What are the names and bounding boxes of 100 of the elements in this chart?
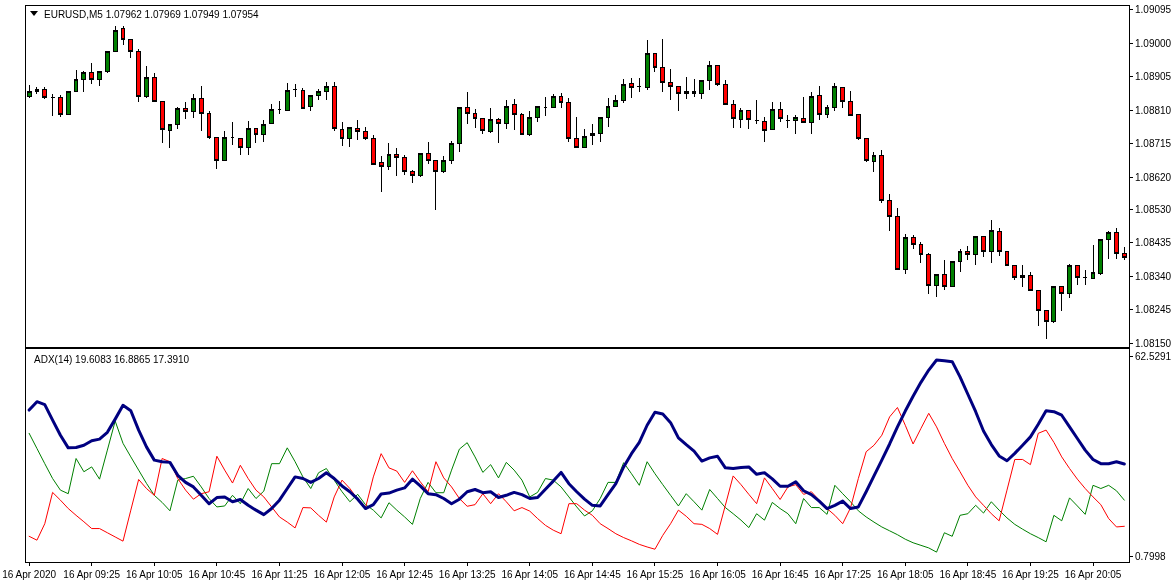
candlestick bbox=[1114, 227, 1119, 260]
candlestick bbox=[863, 137, 869, 163]
candlestick bbox=[785, 114, 791, 129]
candlestick bbox=[550, 93, 556, 109]
candlestick bbox=[97, 70, 102, 87]
candlestick bbox=[871, 151, 877, 173]
candlestick bbox=[89, 62, 95, 85]
candlestick bbox=[589, 123, 595, 146]
candlestick bbox=[629, 77, 634, 99]
x-tick-label: 16 Apr 15:25 bbox=[626, 569, 684, 580]
candlestick bbox=[151, 72, 157, 103]
candlestick bbox=[190, 93, 196, 119]
x-tick-label: 16 Apr 20:05 bbox=[1064, 569, 1122, 580]
candlestick bbox=[597, 116, 603, 143]
candlestick bbox=[1098, 238, 1104, 276]
candlestick bbox=[167, 123, 173, 149]
candlestick bbox=[519, 112, 525, 136]
candlestick bbox=[323, 81, 329, 101]
candlestick bbox=[206, 110, 212, 140]
text: ADX(14) 19.6083 16.8865 17.3910 bbox=[34, 354, 190, 365]
candlestick bbox=[277, 100, 282, 115]
candlestick bbox=[949, 260, 955, 288]
candlestick bbox=[104, 50, 110, 74]
candlestick bbox=[253, 127, 259, 144]
x-tick-label: 16 Apr 11:25 bbox=[251, 569, 308, 580]
candlestick bbox=[363, 126, 368, 141]
candlestick bbox=[81, 70, 87, 93]
candlestick bbox=[996, 227, 1002, 257]
candlestick bbox=[855, 113, 861, 141]
candlestick bbox=[957, 248, 963, 273]
candlestick bbox=[417, 152, 423, 178]
candlestick bbox=[214, 136, 220, 170]
candlestick bbox=[378, 155, 384, 193]
candlestick bbox=[1121, 246, 1127, 261]
candlestick bbox=[652, 52, 658, 73]
x-tick-label: 16 Apr 13:25 bbox=[438, 569, 496, 580]
candlestick bbox=[237, 137, 243, 156]
candlestick bbox=[730, 99, 736, 129]
candlestick bbox=[347, 126, 353, 148]
candlestick bbox=[910, 234, 916, 250]
candlestick bbox=[1106, 230, 1112, 260]
candlestick bbox=[42, 86, 48, 100]
candlestick bbox=[754, 99, 760, 125]
y-tick-label: 1.08530 bbox=[1135, 203, 1172, 215]
candlestick bbox=[425, 141, 431, 165]
x-tick-label: 16 Apr 12:05 bbox=[313, 569, 371, 580]
candlestick bbox=[331, 81, 337, 132]
x-tick-label: 16 Apr 2020 bbox=[2, 569, 57, 580]
candlestick bbox=[261, 119, 267, 143]
candlestick bbox=[926, 252, 932, 295]
candlestick bbox=[535, 105, 541, 123]
y-tick-label: 1.08245 bbox=[1135, 304, 1172, 316]
candlestick bbox=[480, 117, 486, 135]
x-tick-label: 16 Apr 16:05 bbox=[689, 569, 747, 580]
candlestick bbox=[34, 86, 40, 95]
candlestick bbox=[50, 93, 56, 117]
candlestick bbox=[777, 101, 783, 123]
x-tick-label: 16 Apr 16:45 bbox=[751, 569, 809, 580]
y-tick-label: 1.08620 bbox=[1135, 171, 1172, 183]
candlestick bbox=[198, 85, 204, 132]
y-tick-label: 1.08150 bbox=[1135, 337, 1172, 349]
y-tick-label: 1.08810 bbox=[1135, 104, 1172, 116]
candlestick bbox=[175, 106, 181, 130]
candlestick bbox=[973, 235, 979, 266]
x-tick-label: 16 Apr 18:05 bbox=[876, 569, 935, 580]
x-tick-label: 16 Apr 18:45 bbox=[939, 569, 997, 580]
candlestick bbox=[120, 25, 126, 46]
candlestick bbox=[1020, 264, 1026, 288]
candlestick bbox=[566, 97, 572, 143]
y-tick-label: 1.08905 bbox=[1135, 71, 1172, 83]
candlestick bbox=[394, 147, 400, 177]
candlestick bbox=[496, 117, 501, 144]
candlestick bbox=[1074, 264, 1080, 286]
candlestick bbox=[503, 99, 509, 130]
candlestick bbox=[574, 116, 580, 149]
candlestick bbox=[1004, 250, 1010, 267]
candlestick bbox=[793, 114, 799, 135]
candlestick bbox=[128, 39, 134, 59]
candlestick bbox=[73, 69, 79, 93]
candlestick bbox=[136, 48, 142, 103]
x-tick-label: 16 Apr 14:45 bbox=[564, 569, 622, 580]
x-tick-label: 16 Apr 19:25 bbox=[1002, 569, 1060, 580]
candlestick bbox=[308, 94, 314, 112]
candlestick bbox=[300, 87, 306, 110]
candlestick bbox=[621, 78, 627, 104]
y-tick-label: 1.09095 bbox=[1135, 4, 1172, 16]
candlestick bbox=[230, 121, 235, 146]
candlestick bbox=[1028, 271, 1033, 292]
x-tick-label: 16 Apr 10:45 bbox=[188, 569, 246, 580]
candlestick bbox=[433, 159, 439, 211]
x-tick-label: 16 Apr 12:45 bbox=[376, 569, 434, 580]
candlestick bbox=[840, 86, 846, 109]
candlestick bbox=[824, 104, 830, 119]
candlestick bbox=[1067, 263, 1072, 299]
y-tick-label: 1.08340 bbox=[1135, 270, 1172, 282]
x-tick-label: 16 Apr 14:05 bbox=[501, 569, 559, 580]
candlestick bbox=[605, 97, 611, 128]
x-tick-label: 16 Apr 10:05 bbox=[125, 569, 184, 580]
candlestick bbox=[1035, 289, 1041, 327]
candlestick bbox=[284, 82, 290, 112]
